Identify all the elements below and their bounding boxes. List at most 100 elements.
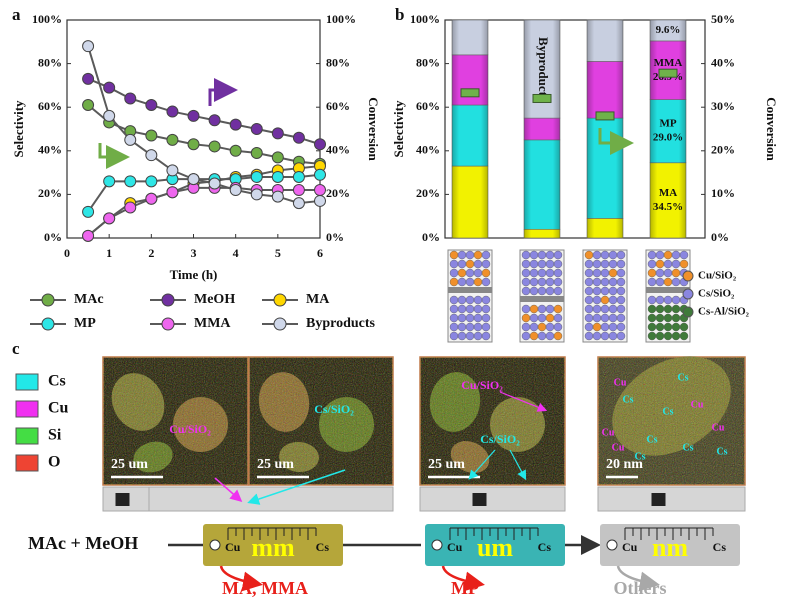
particle	[592, 322, 602, 332]
series-line	[87, 186, 320, 237]
sample-strip	[419, 486, 566, 512]
y-tick-label: 80%	[38, 55, 62, 69]
particle	[537, 286, 547, 296]
legend-marker	[682, 270, 694, 282]
legend-swatch	[15, 400, 39, 418]
particle	[584, 313, 594, 323]
legend-marker	[682, 306, 694, 318]
legend-label: MP	[74, 316, 96, 331]
particle	[481, 295, 491, 305]
x-tick-label: 3	[191, 246, 197, 260]
particle	[647, 304, 657, 314]
particle	[647, 250, 657, 260]
particle	[655, 250, 665, 260]
particle	[457, 268, 467, 278]
particle	[608, 304, 618, 314]
particle	[663, 295, 673, 305]
y2-tick-label: 0%	[711, 230, 729, 244]
particle	[663, 331, 673, 341]
particle	[600, 322, 610, 332]
data-point	[145, 129, 158, 142]
particle	[473, 259, 483, 269]
particle	[679, 322, 689, 332]
annotation-arrow	[208, 78, 238, 106]
particle	[545, 304, 555, 314]
particle	[616, 259, 626, 269]
product-arrow	[219, 565, 263, 592]
legend-marker	[273, 317, 287, 331]
particle	[449, 313, 459, 323]
particle	[679, 259, 689, 269]
particle	[663, 268, 673, 278]
particle-label: Cs	[677, 372, 688, 383]
particle	[608, 331, 618, 341]
particle	[473, 304, 483, 314]
particle	[473, 250, 483, 260]
particle	[529, 277, 539, 287]
segment-name: MMA	[654, 57, 683, 69]
data-point	[103, 81, 116, 94]
bar-shade	[587, 61, 623, 119]
y-tick-label: 40%	[38, 143, 62, 157]
data-point	[187, 138, 200, 151]
particle	[537, 322, 547, 332]
legend-marker	[41, 293, 55, 307]
particle	[545, 259, 555, 269]
particle	[671, 259, 681, 269]
legend-label: Si	[48, 427, 62, 444]
separator	[646, 287, 690, 293]
legend-label: Cs	[48, 373, 66, 390]
data-point	[250, 170, 263, 183]
stage-left: Cu	[225, 540, 241, 554]
particle	[449, 277, 459, 287]
particle	[592, 313, 602, 323]
particle	[529, 304, 539, 314]
x-tick-label: 5	[275, 246, 281, 260]
particle	[537, 331, 547, 341]
stage-right: Cs	[316, 540, 330, 554]
data-point	[82, 229, 95, 242]
data-point	[82, 205, 95, 218]
particle	[584, 331, 594, 341]
particle	[449, 250, 459, 260]
y2-tick-label: 20%	[711, 143, 735, 157]
data-point	[271, 127, 284, 140]
data-point	[166, 186, 179, 199]
particle	[655, 304, 665, 314]
particle	[465, 295, 475, 305]
particle	[616, 286, 626, 296]
particle-label: Cu	[712, 422, 725, 433]
y-tick-label: 20%	[38, 186, 62, 200]
particle	[529, 268, 539, 278]
particle	[521, 322, 531, 332]
particle	[663, 322, 673, 332]
data-point	[250, 188, 263, 201]
particle-label: Cs/SiO₂	[480, 432, 520, 446]
particle	[608, 259, 618, 269]
particle	[584, 295, 594, 305]
data-point	[314, 184, 326, 197]
micrograph-noise	[249, 357, 393, 485]
particle	[457, 322, 467, 332]
particle	[647, 313, 657, 323]
particle	[457, 295, 467, 305]
scale-label: 25 um	[428, 457, 465, 472]
particle	[671, 331, 681, 341]
particle	[521, 250, 531, 260]
panel-label: c	[12, 339, 20, 358]
particle	[655, 313, 665, 323]
data-point	[82, 99, 95, 112]
particle	[473, 295, 483, 305]
particle	[465, 250, 475, 260]
particle	[600, 277, 610, 287]
particle-label: Cs	[682, 442, 693, 453]
legend-label: Cs-Al/SiO₂	[698, 306, 750, 318]
particle	[481, 322, 491, 332]
particle	[481, 304, 491, 314]
data-point	[271, 190, 284, 203]
data-point	[208, 114, 221, 127]
particle	[592, 304, 602, 314]
particle	[545, 331, 555, 341]
micrograph-noise	[598, 357, 745, 485]
particle	[465, 304, 475, 314]
